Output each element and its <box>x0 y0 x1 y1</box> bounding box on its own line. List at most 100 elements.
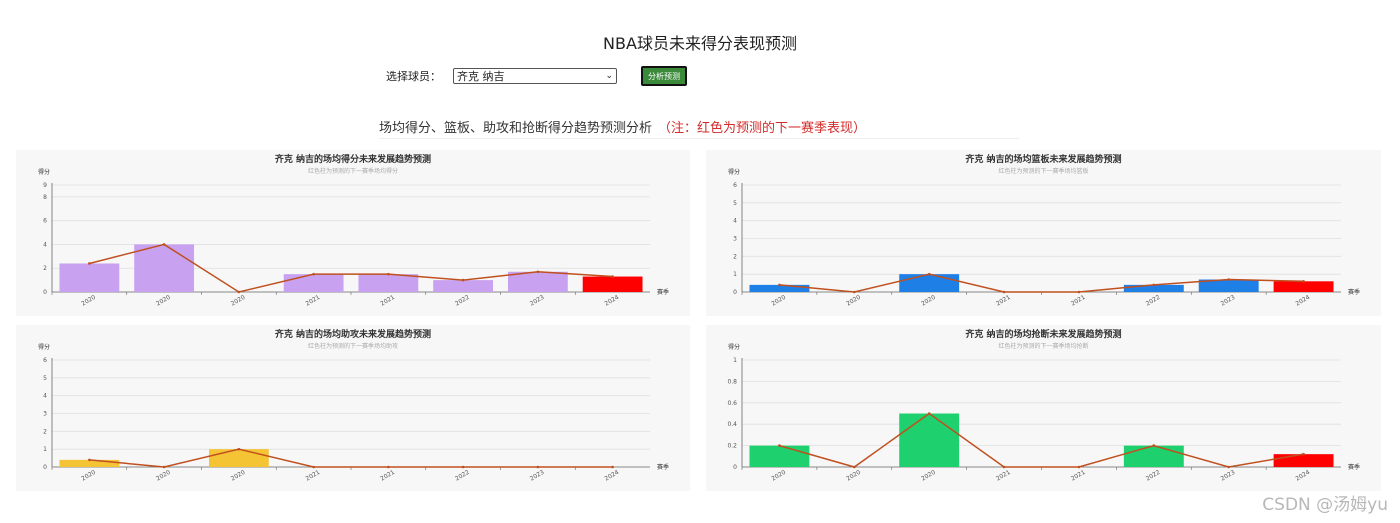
page-title: NBA球员未来得分表现预测 <box>603 34 797 53</box>
x-tick-label: 2021 <box>379 469 396 483</box>
y-axis-label: 得分 <box>38 168 50 176</box>
y-tick-label: 4 <box>733 218 737 225</box>
bar <box>1198 279 1259 292</box>
bar <box>899 274 960 292</box>
y-tick-label: 4 <box>43 393 47 400</box>
bar <box>749 284 810 292</box>
bar <box>1273 454 1334 467</box>
x-tick-label: 2021 <box>995 294 1012 308</box>
x-tick-label: 2023 <box>529 294 546 308</box>
trend-point <box>461 465 465 469</box>
y-tick-label: 4 <box>43 241 47 248</box>
y-tick-label: 6 <box>733 182 737 189</box>
trend-point <box>611 465 614 469</box>
y-tick-label: 6 <box>43 357 47 364</box>
y-tick-label: 1 <box>733 271 737 278</box>
trend-point <box>611 275 614 278</box>
trend-point <box>88 458 91 462</box>
section-title: 场均得分、篮板、助攻和抢断得分趋势预测分析 （注：红色为预测的下一赛季表现） <box>379 117 866 136</box>
x-tick-label: 2020 <box>230 294 247 308</box>
trend-point <box>1302 280 1305 283</box>
x-tick-label: 2024 <box>1294 294 1311 308</box>
x-axis-label: 赛季 <box>1348 288 1360 296</box>
y-tick-label: 2 <box>733 253 737 260</box>
analyze-button[interactable]: 分析预测 <box>641 66 687 86</box>
x-tick-label: 2021 <box>995 469 1012 483</box>
bar <box>433 280 494 292</box>
x-axis-label: 赛季 <box>657 288 669 296</box>
chart-subtitle: 红色柱为预测的下一赛季场均得分 <box>308 167 398 175</box>
x-tick-label: 2021 <box>305 294 322 308</box>
chart-subtitle: 红色柱为预测的下一赛季场均篮板 <box>998 167 1088 175</box>
rebounds-chart-panel: 齐克 纳吉的场均篮板未来发展趋势预测 红色柱为预测的下一赛季场均篮板 得分 0 1 2 3 4… <box>706 150 1381 316</box>
y-tick-label: 0.4 <box>727 421 737 428</box>
y-tick-label: 5 <box>733 200 737 207</box>
trend-point <box>927 272 931 276</box>
bar <box>59 263 120 292</box>
y-tick-label: 0 <box>43 289 47 296</box>
trend-point <box>1152 444 1156 447</box>
bar <box>1273 281 1334 292</box>
trend-point <box>853 465 856 469</box>
trend-point <box>461 278 465 282</box>
chart-title: 齐克 纳吉的场均篮板未来发展趋势预测 <box>965 153 1121 165</box>
trend-point <box>1227 278 1230 281</box>
bar <box>1123 284 1184 292</box>
trend-point <box>536 270 540 274</box>
trend-point <box>1002 290 1006 294</box>
x-tick-label: 2024 <box>604 294 621 308</box>
trend-point <box>778 283 781 287</box>
player-select[interactable]: 齐克 纳吉 ⌄ <box>453 68 617 84</box>
y-tick-label: 0 <box>733 464 737 471</box>
trend-point <box>162 465 166 469</box>
x-tick-label: 2023 <box>1220 469 1237 483</box>
bar <box>749 445 810 467</box>
trend-line <box>89 243 613 293</box>
bar <box>208 449 269 467</box>
section-note: （注：红色为预测的下一赛季表现） <box>658 121 867 136</box>
x-tick-label: 2020 <box>770 469 787 483</box>
chevron-down-icon: ⌄ <box>605 71 613 81</box>
trend-point <box>1077 290 1081 294</box>
x-tick-label: 2020 <box>155 294 172 308</box>
y-tick-label: 2 <box>43 428 47 435</box>
y-tick-label: 1 <box>43 446 47 453</box>
x-tick-label: 2021 <box>305 469 322 483</box>
bar <box>283 274 344 292</box>
y-tick-label: 2 <box>43 265 47 272</box>
x-tick-label: 2020 <box>80 294 97 308</box>
x-tick-label: 2023 <box>529 469 546 483</box>
y-tick-label: 0 <box>43 464 47 471</box>
x-axis-label: 赛季 <box>1348 463 1360 471</box>
section-title-text: 场均得分、篮板、助攻和抢断得分趋势预测分析 <box>379 121 653 136</box>
bar <box>59 459 120 467</box>
x-tick-label: 2022 <box>1145 294 1162 308</box>
trend-point <box>162 243 166 246</box>
trend-point <box>1227 465 1230 469</box>
y-tick-label: 6 <box>43 218 47 225</box>
y-tick-label: 0.8 <box>727 378 737 385</box>
trend-point <box>387 272 390 276</box>
steals-chart-panel: 齐克 纳吉的场均抢断未来发展趋势预测 红色柱为预测的下一赛季场均抢断 得分 0 0.2 0… <box>706 325 1381 491</box>
y-tick-label: 8 <box>43 194 47 201</box>
player-select-label: 选择球员： <box>386 70 441 83</box>
trend-line <box>89 448 613 468</box>
x-tick-label: 2020 <box>845 469 862 483</box>
y-tick-label: 3 <box>43 411 47 418</box>
trend-point <box>237 447 241 451</box>
x-tick-label: 2022 <box>454 469 471 483</box>
trend-point <box>387 465 390 469</box>
y-tick-label: 0.6 <box>727 400 737 407</box>
trend-line <box>779 412 1304 468</box>
player-select-value: 齐克 纳吉 <box>457 70 505 83</box>
trend-line <box>779 273 1304 293</box>
x-tick-label: 2020 <box>920 294 937 308</box>
trend-point <box>853 290 856 294</box>
trend-point <box>237 290 241 294</box>
chart-title: 齐克 纳吉的场均助攻未来发展趋势预测 <box>275 328 431 340</box>
y-tick-label: 1 <box>733 357 737 364</box>
bar <box>899 413 960 467</box>
trend-point <box>312 465 315 469</box>
